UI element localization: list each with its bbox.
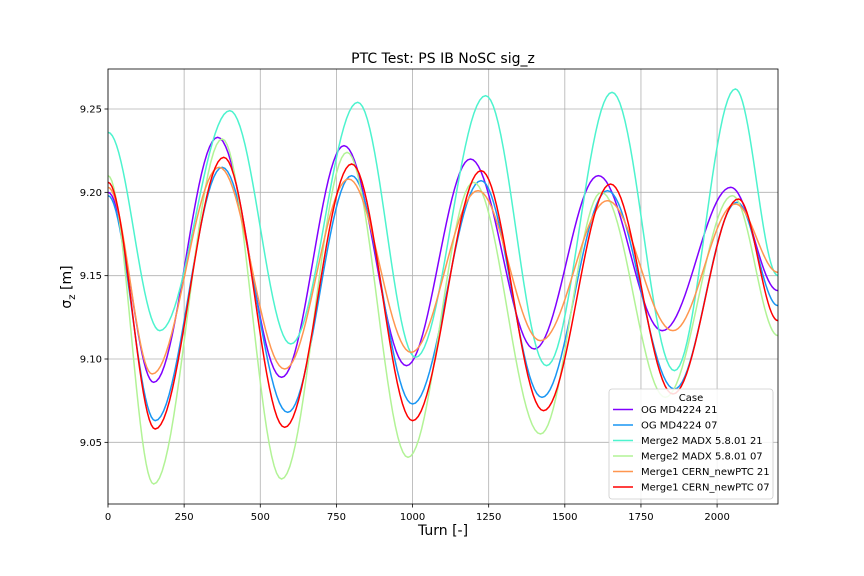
legend-box: [608, 388, 774, 500]
x-tick-label: 1000: [400, 512, 425, 523]
y-axis-label-symbol: σ: [59, 300, 75, 309]
y-tick-label: 9.15: [80, 271, 102, 282]
series-line-6: [108, 156, 778, 430]
series-line-4: [108, 138, 778, 485]
legend-entry: OG MD4224 21: [641, 405, 717, 416]
x-tick-label: 2000: [704, 512, 729, 523]
x-tick-label: 250: [175, 512, 194, 523]
axis-ticks: 0 250 500 750 1000 1250 1500 1750 2000 9.05 9.10 9.…: [80, 105, 730, 524]
legend-title: Case: [679, 393, 703, 404]
series-line-3: [108, 88, 778, 372]
x-tick-label: 1500: [552, 512, 577, 523]
y-axis-label-unit: [m]: [59, 265, 75, 294]
legend-entry: Merge1 CERN_newPTC 07: [641, 483, 770, 494]
legend-entry: Merge1 CERN_newPTC 21: [641, 467, 770, 478]
legend-entry: Merge2 MADX 5.8.01 07: [641, 452, 763, 463]
series-line-5: [108, 166, 778, 375]
y-tick-label: 9.05: [80, 438, 102, 449]
x-tick-label: 0: [105, 512, 111, 523]
legend-items: OG MD4224 21 OG MD4224 07 Merge2 MADX 5.8.…: [613, 405, 770, 494]
y-axis-label-subscript: z: [67, 294, 78, 299]
legend-entry: Merge2 MADX 5.8.01 21: [641, 436, 763, 447]
x-tick-label: 500: [251, 512, 270, 523]
x-tick-label: 1250: [476, 512, 501, 523]
chart-title: PTC Test: PS IB NoSC sig_z: [351, 51, 535, 67]
y-tick-label: 9.10: [80, 355, 102, 366]
y-axis-label: σz [m]: [59, 265, 78, 308]
x-tick-label: 750: [327, 512, 346, 523]
legend-entry: OG MD4224 07: [641, 421, 717, 432]
series-line-1: [108, 136, 778, 384]
x-tick-label: 1750: [628, 512, 653, 523]
y-tick-label: 9.25: [80, 105, 102, 116]
legend: Case OG MD4224 21 OG MD4224 07 Merge2 MADX…: [608, 388, 774, 500]
series-group: [108, 88, 778, 485]
x-axis-label: Turn [-]: [417, 523, 468, 539]
y-tick-label: 9.20: [80, 188, 102, 199]
plot-frame: [107, 68, 779, 505]
